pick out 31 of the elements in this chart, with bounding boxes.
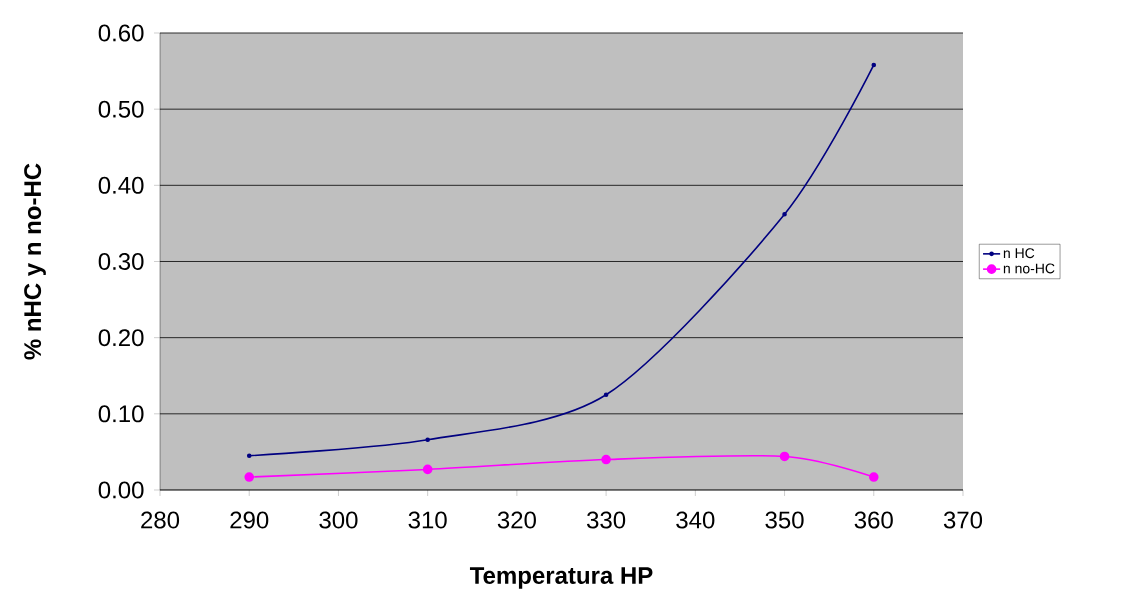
point: [422, 464, 433, 475]
point: [244, 472, 255, 482]
point: [868, 472, 879, 482]
y-tick-label: 0.10: [98, 405, 144, 423]
y-tick-label: 0.20: [98, 329, 144, 347]
x-tick-label: 280: [141, 511, 180, 529]
legend-label: n no-HC: [1003, 263, 1055, 274]
x-tick-label: 370: [943, 511, 983, 529]
y-tick-label: 0.50: [98, 100, 144, 118]
point: [601, 454, 611, 465]
x-tick-label: 350: [765, 511, 804, 529]
x-tick-label: 300: [319, 511, 358, 529]
point: [425, 437, 430, 443]
y-tick-label: 0.40: [98, 176, 144, 194]
x-tick-label: 290: [230, 511, 269, 529]
y-axis-title: % nHC y n no-HC: [24, 163, 46, 360]
x-tick-label: 320: [497, 511, 536, 529]
y-tick-label: 0.00: [98, 481, 144, 499]
x-tick-label: 310: [408, 511, 447, 529]
point: [779, 451, 790, 462]
x-tick-label: 330: [587, 511, 626, 529]
y-tick-label: 0.30: [98, 253, 144, 270]
x-tick-label: 360: [854, 511, 893, 529]
x-axis-title: Temperatura HP: [469, 567, 653, 589]
point: [603, 392, 609, 398]
point: [246, 453, 252, 459]
y-tick-label: 0.60: [98, 24, 144, 42]
point: [782, 211, 787, 217]
point: [871, 62, 877, 68]
x-tick-label: 340: [676, 511, 715, 529]
legend-label: n HC: [1003, 248, 1035, 259]
